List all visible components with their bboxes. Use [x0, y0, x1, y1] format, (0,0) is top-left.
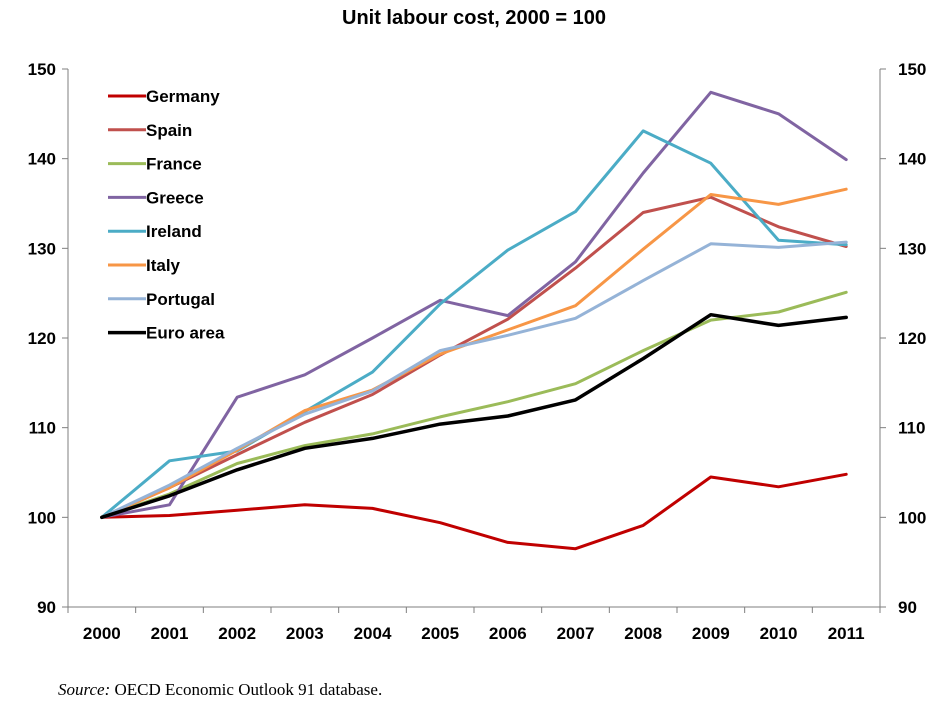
series-line-france [100, 290, 848, 519]
x-tick-label: 2002 [218, 624, 256, 643]
series-line-germany [100, 472, 848, 551]
x-tick-label: 2007 [557, 624, 595, 643]
y-tick-label-left: 150 [28, 60, 56, 79]
plot-lines [100, 90, 848, 551]
chart-title: Unit labour cost, 2000 = 100 [342, 7, 606, 29]
y-tick-label-left: 140 [28, 150, 56, 169]
legend-label-germany: Germany [146, 87, 220, 106]
series-line-spain [100, 195, 848, 519]
y-tick-label-left: 110 [29, 419, 56, 438]
legend-label-france: France [146, 155, 202, 174]
y-tick-label-left: 90 [37, 598, 56, 617]
legend-label-spain: Spain [146, 121, 192, 140]
legend-label-euro-area: Euro area [146, 324, 225, 343]
series-line-portugal [100, 240, 848, 519]
y-tick-label-right: 140 [898, 150, 926, 169]
y-tick-label-right: 150 [898, 60, 926, 79]
series-line-greece [100, 90, 848, 519]
x-tick-label: 2004 [354, 624, 392, 643]
source-label: Source: [58, 680, 111, 699]
y-tick-label-left: 120 [28, 329, 56, 348]
y-tick-label-right: 110 [898, 419, 925, 438]
x-tick-label: 2011 [828, 624, 865, 643]
source-text: OECD Economic Outlook 91 database. [110, 680, 383, 699]
x-tick-label: 2005 [421, 624, 459, 643]
y-tick-label-right: 90 [898, 598, 917, 617]
legend-label-portugal: Portugal [146, 290, 215, 309]
series-line-italy [100, 187, 848, 519]
x-tick-label: 2006 [489, 624, 527, 643]
x-tick-label: 2001 [151, 624, 189, 643]
series-line-ireland [100, 129, 848, 519]
x-tick-label: 2008 [624, 624, 662, 643]
legend: Germany Spain France Greece Ireland Italy Port… [108, 87, 225, 343]
x-tick-label: 2010 [760, 624, 798, 643]
source-note: Source: OECD Economic Outlook 91 databas… [58, 680, 382, 700]
y-tick-label-right: 100 [898, 508, 926, 527]
series-line-euro-area [100, 312, 848, 520]
legend-label-italy: Italy [146, 256, 181, 275]
legend-label-ireland: Ireland [146, 222, 202, 241]
x-tick-label: 2009 [692, 624, 730, 643]
legend-label-greece: Greece [146, 188, 204, 207]
y-tick-label-left: 100 [28, 508, 56, 527]
y-tick-label-right: 130 [898, 239, 926, 258]
line-chart: Unit labour cost, 2000 = 100 90 90 100 100 1… [28, 7, 927, 643]
y-tick-label-left: 130 [28, 239, 56, 258]
y-tick-label-right: 120 [898, 329, 926, 348]
axes: 90 90 100 100 110 110 120 120 130 130 140 140 150 150… [28, 60, 927, 643]
x-tick-label: 2000 [83, 624, 121, 643]
x-tick-label: 2003 [286, 624, 324, 643]
